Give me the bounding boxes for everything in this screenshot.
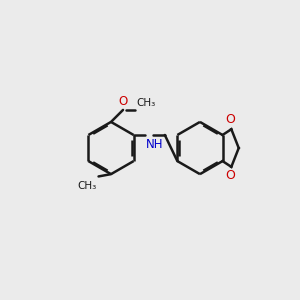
Text: CH₃: CH₃ xyxy=(77,181,96,191)
Text: O: O xyxy=(226,113,236,126)
Text: O: O xyxy=(226,169,236,182)
Text: NH: NH xyxy=(146,138,164,151)
Text: O: O xyxy=(118,94,128,108)
Text: CH₃: CH₃ xyxy=(136,98,155,108)
